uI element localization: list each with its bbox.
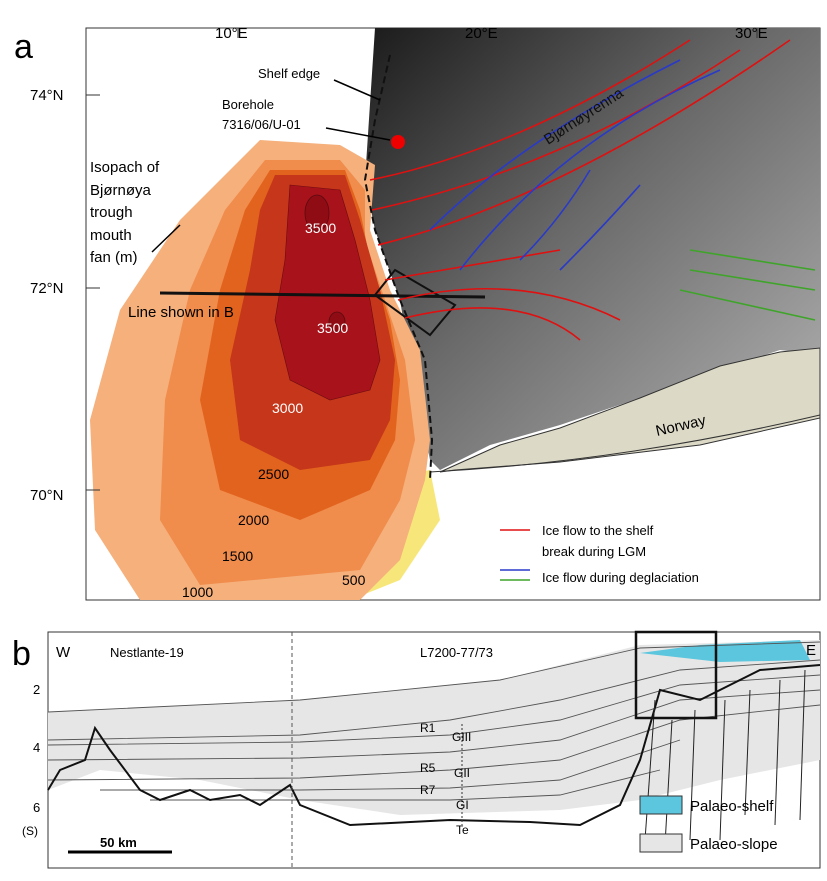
unit-label: GI <box>456 798 469 812</box>
annotation: Borehole <box>222 97 274 112</box>
profile-name: Nestlante-19 <box>110 645 184 660</box>
legend-key <box>640 796 682 814</box>
annotation: fan (m) <box>90 249 138 266</box>
figure: a 10°E 20°E 30°E 74°N 72°N 70°N Shelf ed… <box>0 0 827 876</box>
depth-label: 2 <box>33 682 40 697</box>
unit-label: Te <box>456 823 469 837</box>
contour-label: 3500 <box>305 220 336 236</box>
scale-label: 50 km <box>100 835 137 850</box>
direction-label: W <box>56 644 71 661</box>
longitude-label: 30°E <box>735 25 768 42</box>
contour-label: 2000 <box>238 512 269 528</box>
annotation: 7316/06/U-01 <box>222 117 301 132</box>
longitude-label: 20°E <box>465 25 498 42</box>
legend-label: break during LGM <box>542 544 646 559</box>
annotation: Isopach of <box>90 159 160 176</box>
horizon-label: R1 <box>420 721 436 735</box>
contour-label: 1000 <box>182 584 213 600</box>
legend-label: Ice flow to the shelf <box>542 523 654 538</box>
page: a 10°E 20°E 30°E 74°N 72°N 70°N Shelf ed… <box>0 0 827 881</box>
depth-label: (S) <box>22 824 38 838</box>
contour-label: 2500 <box>258 466 289 482</box>
depth-label: 6 <box>33 800 40 815</box>
latitude-label: 72°N <box>30 280 64 297</box>
legend-key <box>640 834 682 852</box>
annotation: mouth <box>90 227 132 244</box>
annotation: trough <box>90 204 133 221</box>
latitude-label: 74°N <box>30 87 64 104</box>
panel-a: a 10°E 20°E 30°E 74°N 72°N 70°N Shelf ed… <box>14 25 820 600</box>
horizon-label: R5 <box>420 761 436 775</box>
contour-label: 1500 <box>222 548 253 564</box>
contour-label: 3000 <box>272 400 303 416</box>
panel-label: a <box>14 28 33 66</box>
latitude-label: 70°N <box>30 487 64 504</box>
annotation: Bjørnøya <box>90 182 152 199</box>
depth-label: 4 <box>33 740 40 755</box>
legend-label: Palaeo-slope <box>690 836 778 853</box>
panel-label: b <box>12 635 31 673</box>
direction-label: E <box>806 642 816 659</box>
borehole <box>391 135 405 149</box>
legend-label: Ice flow during deglaciation <box>542 570 699 585</box>
horizon-label: R7 <box>420 783 436 797</box>
contour-label: 3500 <box>317 320 348 336</box>
unit-label: GII <box>454 766 470 780</box>
annotation: Line shown in B <box>128 304 234 321</box>
profile-name: L7200-77/73 <box>420 645 493 660</box>
longitude-label: 10°E <box>215 25 248 42</box>
contour-label: 500 <box>342 572 366 588</box>
panel-b: b W E Nestlante-19 L7200-77/73 2 4 6 (S)… <box>12 632 820 868</box>
legend-label: Palaeo-shelf <box>690 798 774 815</box>
annotation: Shelf edge <box>258 66 320 81</box>
unit-label: GIII <box>452 730 471 744</box>
